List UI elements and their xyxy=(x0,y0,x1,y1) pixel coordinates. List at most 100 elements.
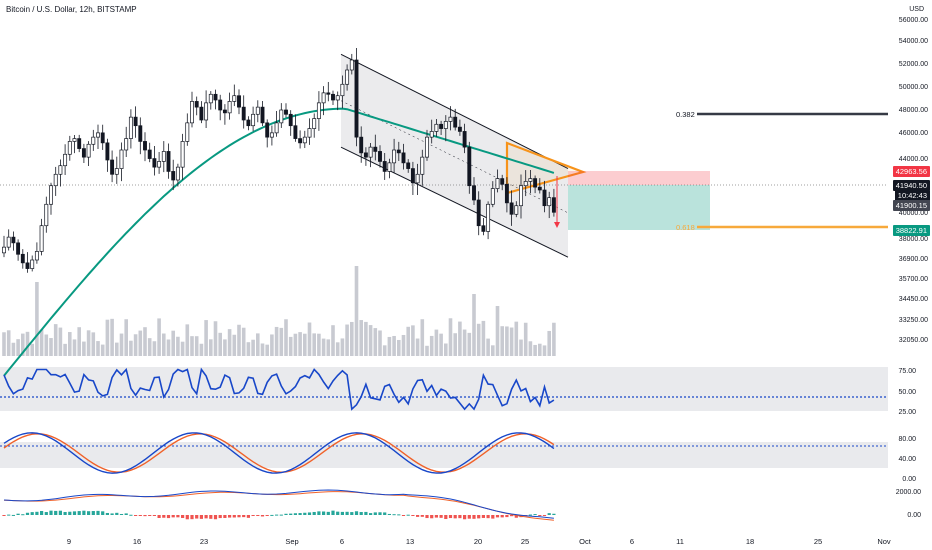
candle-body xyxy=(218,99,223,111)
macd-histogram-bar xyxy=(458,515,462,519)
candle-body xyxy=(227,101,232,114)
macd-histogram-bar xyxy=(364,511,368,515)
volume-bar xyxy=(307,322,312,356)
candle-body xyxy=(34,251,39,261)
candle-body xyxy=(133,116,138,127)
macd-histogram-bar xyxy=(7,514,11,516)
volume-bar xyxy=(86,330,91,356)
volume-bar xyxy=(147,338,152,356)
candle-body xyxy=(387,162,392,172)
macd-histogram-bar xyxy=(251,515,255,516)
time-tick-label: Nov xyxy=(877,537,891,546)
volume-bar xyxy=(138,330,143,356)
candle-body xyxy=(354,59,359,138)
macd-histogram-bar xyxy=(199,515,203,519)
macd-histogram-bar xyxy=(157,515,161,519)
volume-bar xyxy=(411,325,415,356)
long-position-tool[interactable] xyxy=(568,171,710,230)
volume-bar xyxy=(251,339,255,356)
volume-bar xyxy=(246,342,251,356)
macd-histogram-bar xyxy=(481,515,485,518)
volume-bar xyxy=(528,341,533,356)
rsi-tick-label: 75.00 xyxy=(898,368,916,375)
macd-histogram-bar xyxy=(477,515,481,519)
macd-histogram-bar xyxy=(453,515,457,519)
volume-bar xyxy=(458,321,462,356)
macd-histogram-bar xyxy=(25,512,30,515)
stoch-tick-label: 40.00 xyxy=(898,456,916,463)
volume-bar xyxy=(481,320,486,356)
macd-histogram-bar xyxy=(275,514,279,516)
candle-body xyxy=(420,156,425,175)
candle-body xyxy=(2,246,6,254)
volume-bar xyxy=(35,282,39,356)
candle-body xyxy=(91,136,96,145)
time-tick-label: 23 xyxy=(200,537,208,546)
candle-body xyxy=(547,197,552,207)
volume-bar xyxy=(317,333,321,356)
candle-body xyxy=(175,166,180,181)
macd-histogram-bar xyxy=(260,515,265,517)
macd-histogram-bar xyxy=(505,515,509,518)
volume-bar xyxy=(129,340,133,356)
candle-body xyxy=(340,83,345,97)
candle-body xyxy=(434,123,439,132)
candle-body xyxy=(105,142,110,161)
macd-histogram-bar xyxy=(242,515,246,518)
macd-histogram-bar xyxy=(401,515,406,516)
macd-histogram-bar xyxy=(72,511,77,515)
volume-bar xyxy=(293,333,298,356)
volume-bar xyxy=(25,331,30,356)
volume-bar xyxy=(77,327,81,356)
macd-indicator xyxy=(2,489,556,521)
candle-body xyxy=(462,131,467,148)
candle-body xyxy=(504,183,509,204)
volume-bar xyxy=(345,324,349,356)
candle-body xyxy=(401,152,406,164)
volume-bar xyxy=(49,338,53,356)
fib-levels[interactable]: 0.382 0.618 xyxy=(676,110,888,232)
volume-bar xyxy=(392,335,396,356)
macd-line xyxy=(3,489,554,519)
volume-bar xyxy=(152,341,157,356)
macd-histogram-bar xyxy=(303,512,307,515)
volume-bar xyxy=(444,343,448,356)
volume-bar xyxy=(21,333,25,356)
macd-histogram-bar xyxy=(373,512,377,515)
macd-histogram-bar xyxy=(359,512,363,515)
descending-channel[interactable] xyxy=(340,53,587,258)
macd-histogram-bar xyxy=(425,515,429,519)
volume-bar xyxy=(82,341,86,356)
macd-histogram-bar xyxy=(119,513,124,515)
macd-tick-label: 0.00 xyxy=(907,512,921,519)
volume-bar xyxy=(2,332,6,356)
macd-histogram-bar xyxy=(416,515,420,517)
volume-bar xyxy=(335,342,340,356)
volume-bar xyxy=(171,330,175,356)
moving-average-line xyxy=(3,107,555,377)
candle-body xyxy=(298,138,303,144)
candle-body xyxy=(53,173,58,187)
candle-body xyxy=(265,122,270,138)
macd-tick-label: 2000.00 xyxy=(896,489,921,496)
macd-histogram-bar xyxy=(369,513,373,515)
price-tick-label: 35700.00 xyxy=(899,276,928,283)
volume-bar xyxy=(401,334,406,356)
candle-body xyxy=(443,121,448,129)
price-tick-label: 50000.00 xyxy=(899,84,928,91)
volume-bar xyxy=(434,329,439,356)
volume-bar xyxy=(298,332,302,356)
candle-body xyxy=(180,141,185,168)
candle-body xyxy=(302,136,307,144)
price-tick-label: 32050.00 xyxy=(899,337,928,344)
volume-bar xyxy=(232,334,237,356)
macd-histogram-bar xyxy=(298,513,302,515)
macd-histogram-bar xyxy=(68,511,72,515)
macd-histogram-bar xyxy=(392,514,396,516)
volume-bar xyxy=(119,333,124,356)
volume-bar xyxy=(68,332,72,356)
volume-bar xyxy=(406,326,410,356)
macd-histogram-bar xyxy=(171,515,175,518)
candle-body xyxy=(204,102,209,121)
